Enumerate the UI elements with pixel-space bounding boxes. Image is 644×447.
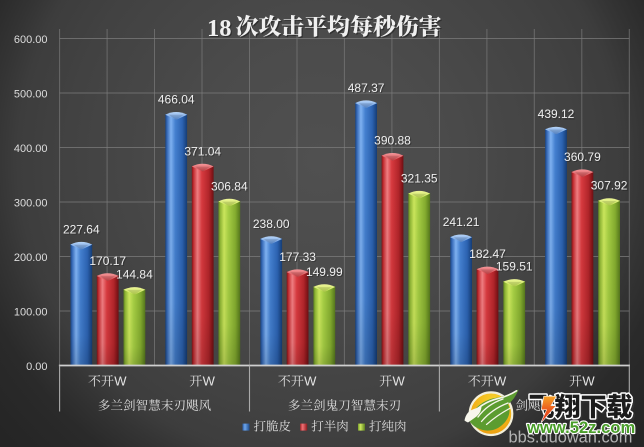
svg-text:100.00: 100.00: [14, 306, 48, 318]
svg-text:300.00: 300.00: [14, 197, 48, 209]
svg-text:390.88: 390.88: [374, 134, 411, 148]
svg-text:144.84: 144.84: [117, 269, 154, 283]
svg-text:241.21: 241.21: [443, 215, 480, 229]
svg-text:360.79: 360.79: [565, 151, 602, 165]
svg-text:306.84: 306.84: [211, 179, 248, 193]
svg-text:390.88: 390.88: [375, 135, 412, 149]
svg-text:227.64: 227.64: [63, 222, 100, 236]
svg-text:18: 18: [208, 16, 233, 43]
svg-text:371.04: 371.04: [184, 144, 221, 158]
svg-text:360.79: 360.79: [564, 150, 601, 164]
svg-text:238.00: 238.00: [254, 218, 291, 232]
svg-text:18: 18: [207, 15, 232, 42]
svg-text:487.37: 487.37: [349, 82, 386, 96]
svg-text:439.12: 439.12: [538, 107, 575, 121]
svg-text:bbs.duowan.com: bbs.duowan.com: [509, 429, 633, 447]
svg-text:307.92: 307.92: [591, 179, 628, 193]
svg-text:321.35: 321.35: [401, 171, 438, 185]
svg-text:307.92: 307.92: [592, 180, 629, 194]
svg-text:439.12: 439.12: [539, 108, 576, 122]
svg-text:238.00: 238.00: [253, 217, 290, 231]
svg-text:149.99: 149.99: [307, 266, 344, 280]
svg-text:182.47: 182.47: [470, 248, 507, 262]
svg-text:241.21: 241.21: [444, 216, 481, 230]
svg-text:170.17: 170.17: [89, 254, 126, 268]
svg-text:159.51: 159.51: [496, 260, 533, 274]
svg-text:144.84: 144.84: [116, 268, 153, 282]
svg-text:227.64: 227.64: [64, 224, 101, 238]
svg-text:487.37: 487.37: [348, 81, 385, 95]
svg-text:177.33: 177.33: [280, 251, 317, 265]
svg-text:0.00: 0.00: [26, 361, 47, 373]
svg-text:W: W: [494, 374, 507, 389]
svg-text:200.00: 200.00: [14, 252, 48, 264]
svg-text:W: W: [304, 374, 317, 389]
svg-text:600.00: 600.00: [14, 34, 48, 46]
svg-text:170.17: 170.17: [90, 255, 127, 269]
svg-text:W: W: [203, 374, 216, 389]
svg-text:321.35: 321.35: [402, 173, 439, 187]
svg-text:W: W: [114, 374, 127, 389]
svg-text:466.04: 466.04: [159, 94, 196, 108]
svg-text:W: W: [393, 374, 406, 389]
svg-text:www.52z.com: www.52z.com: [526, 418, 635, 437]
svg-text:177.33: 177.33: [279, 250, 316, 264]
svg-text:182.47: 182.47: [469, 247, 506, 261]
svg-text:500.00: 500.00: [14, 88, 48, 100]
svg-text:466.04: 466.04: [158, 93, 195, 107]
svg-text:371.04: 371.04: [185, 145, 222, 159]
svg-text:149.99: 149.99: [306, 265, 343, 279]
svg-text:159.51: 159.51: [497, 261, 534, 275]
svg-text:306.84: 306.84: [212, 180, 249, 194]
svg-text:W: W: [582, 374, 595, 389]
svg-text:400.00: 400.00: [14, 143, 48, 155]
